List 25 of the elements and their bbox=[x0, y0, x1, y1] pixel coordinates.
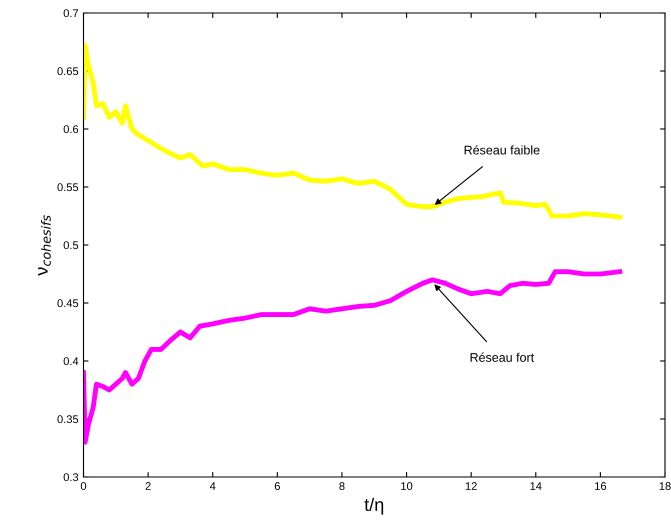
x-tick-label: 14 bbox=[530, 482, 542, 490]
x-tick-label: 6 bbox=[274, 482, 280, 490]
annotation: Réseau faible bbox=[464, 145, 540, 155]
y-tick-label: 0.55 bbox=[57, 183, 78, 192]
y-tick-label: 0.7 bbox=[64, 9, 78, 18]
y-tick-label: 0.4 bbox=[64, 357, 78, 366]
annotation: Réseau fort bbox=[470, 352, 534, 362]
y-tick-label: 0.3 bbox=[64, 473, 78, 482]
y-tick-label: 0.45 bbox=[57, 299, 78, 308]
x-tick-label: 0 bbox=[80, 482, 86, 490]
x-tick-label: 12 bbox=[466, 482, 477, 490]
x-tick-label: 2 bbox=[146, 482, 151, 490]
x-tick-label: 4 bbox=[210, 482, 216, 490]
x-tick-label: 8 bbox=[339, 482, 345, 490]
y-tick-label: 0.65 bbox=[57, 67, 78, 76]
line-series bbox=[84, 43, 622, 220]
y-tick-label: 0.6 bbox=[64, 125, 78, 134]
x-tick-label: 10 bbox=[401, 482, 412, 490]
y-tick-label: 0.35 bbox=[57, 415, 78, 424]
y-tick-label: 0.5 bbox=[64, 241, 78, 250]
x-tick-label: 16 bbox=[595, 482, 606, 490]
x-tick-label: 18 bbox=[660, 482, 671, 490]
x-axis-title: t/η bbox=[364, 498, 384, 515]
line-series bbox=[84, 269, 622, 445]
y-axis-title: ν$_{cohesifs}$ bbox=[38, 215, 51, 276]
